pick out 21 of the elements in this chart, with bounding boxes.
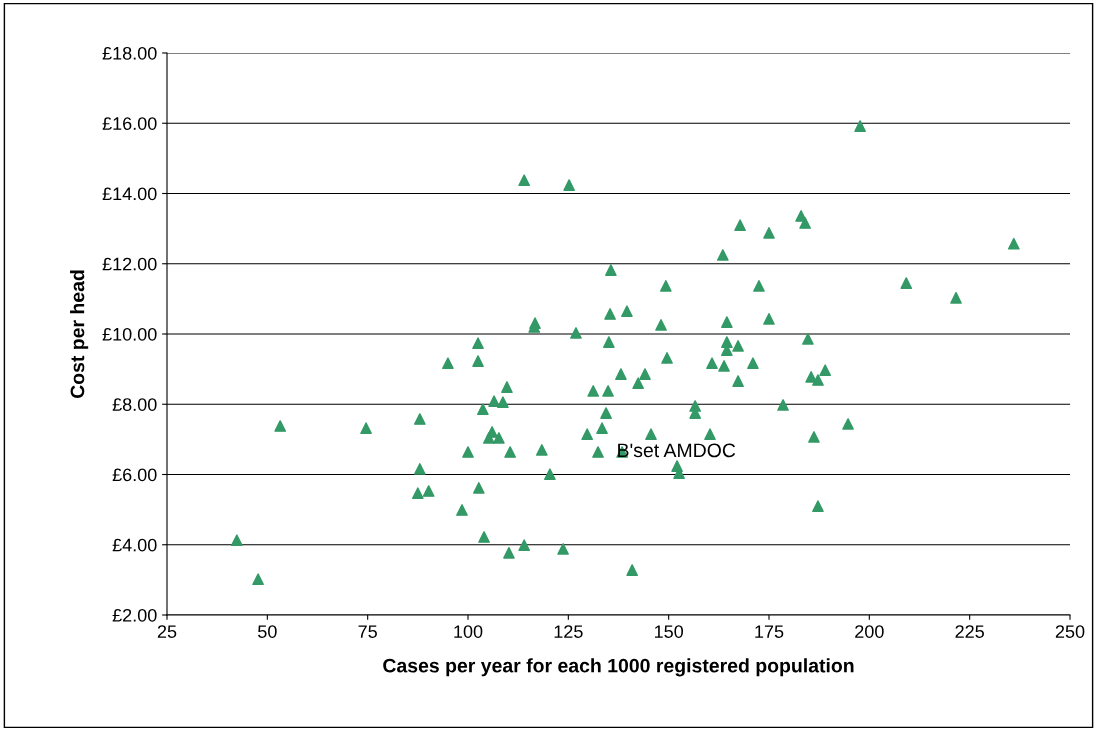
- x-tick-label: 225: [955, 625, 984, 638]
- y-tick-label: £16.00: [102, 117, 157, 130]
- x-tick-label: 50: [258, 625, 277, 638]
- x-tick-label: 250: [1055, 625, 1085, 638]
- y-tick-label: £18.00: [102, 46, 157, 60]
- y-tick-label: £8.00: [112, 398, 157, 411]
- y-tick-label: £4.00: [112, 538, 157, 552]
- x-tick-label: 25: [157, 625, 177, 638]
- y-tick-label: £6.00: [112, 468, 157, 482]
- x-tick-label: 150: [654, 625, 684, 638]
- x-tick-label: 175: [755, 625, 784, 638]
- x-tick-label: 75: [358, 625, 377, 638]
- y-tick-label: £12.00: [102, 257, 157, 271]
- y-tick-label: £14.00: [102, 187, 157, 201]
- y-tick-label: £2.00: [112, 608, 157, 622]
- x-tick-label: 100: [454, 625, 483, 638]
- x-tick-label: 200: [855, 625, 884, 638]
- x-axis-title: Cases per year for each 1000 registered population: [383, 658, 854, 677]
- y-axis-title: Cost per head: [70, 270, 89, 399]
- x-tick-label: 125: [554, 625, 583, 638]
- y-tick-label: £10.00: [102, 327, 157, 341]
